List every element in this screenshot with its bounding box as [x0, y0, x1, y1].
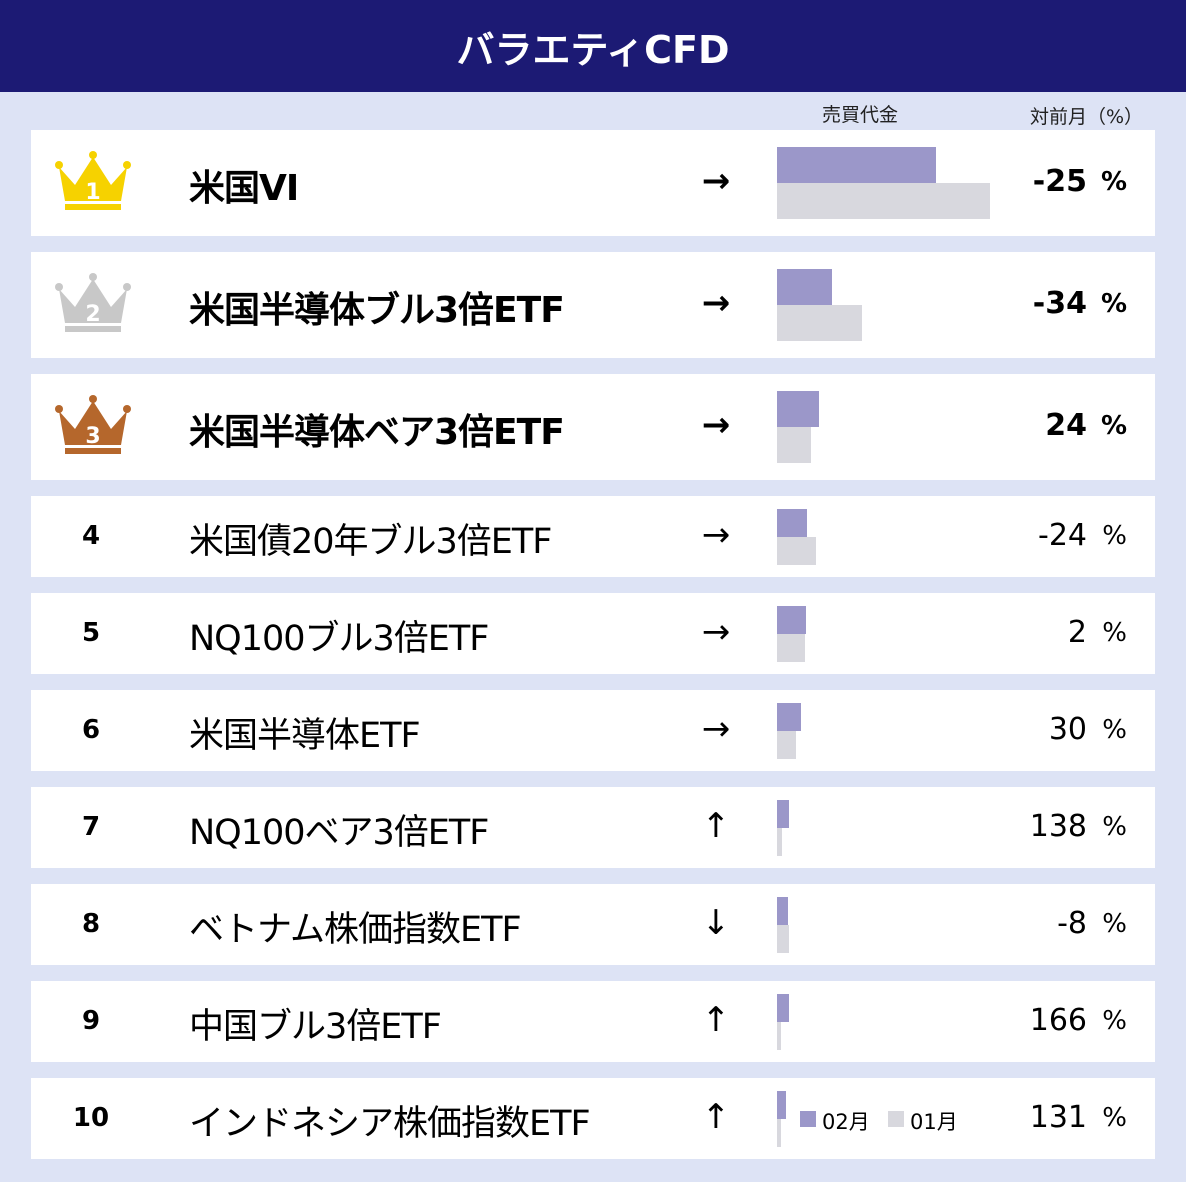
item-name: NQ100ブル3倍ETF	[189, 618, 489, 659]
ranking-row: 8 ベトナム株価指数ETF ↓ -8%	[31, 884, 1155, 965]
bar-jan	[777, 427, 812, 463]
crown-icon: 3	[55, 395, 131, 454]
ranking-row: 7 NQ100ベア3倍ETF ↑ 138%	[31, 787, 1155, 868]
item-name: 米国半導体ETF	[189, 715, 421, 756]
rank: 2	[85, 302, 100, 327]
rank: 3	[85, 424, 100, 449]
rank: 7	[81, 811, 101, 842]
crown-icon: 2	[55, 273, 131, 332]
bar-jan	[777, 924, 789, 953]
legend-label: 01月	[910, 1109, 958, 1134]
bar-jan	[777, 1021, 782, 1050]
item-name: インドネシア株価指数ETF	[189, 1103, 591, 1144]
item-name: NQ100ベア3倍ETF	[189, 812, 489, 853]
bar-jan	[777, 536, 816, 565]
percent-sign: %	[1102, 811, 1127, 842]
trend-arrow: ↑	[701, 999, 731, 1040]
percent-sign: %	[1102, 908, 1127, 939]
trend-arrow: →	[701, 611, 731, 652]
percent-sign: %	[1102, 617, 1127, 648]
trend-arrow: ↓	[701, 902, 731, 943]
legend-label: 02月	[822, 1109, 870, 1134]
trend-arrow: →	[701, 161, 731, 201]
bar-feb	[777, 993, 789, 1022]
change-value: -8	[1057, 905, 1087, 941]
ranking-row: 5 NQ100ブル3倍ETF → 2%	[31, 593, 1155, 674]
bar-jan	[777, 1118, 782, 1147]
change-value: -24	[1038, 517, 1087, 553]
trend-arrow: →	[701, 283, 731, 323]
bar-feb	[777, 702, 802, 731]
item-name: 中国ブル3倍ETF	[189, 1006, 442, 1047]
header-title: バラエティCFD	[0, 0, 1186, 92]
ranking-row: 4 米国債20年ブル3倍ETF → -24%	[31, 496, 1155, 577]
ranking-row: 1 米国VI → -25%	[31, 130, 1155, 236]
change-value: 30	[1048, 711, 1087, 747]
change-value: 131	[1029, 1099, 1087, 1135]
column-header: 対前月（%）	[1030, 106, 1144, 128]
item-name: ベトナム株価指数ETF	[189, 909, 522, 950]
rank: 10	[72, 1102, 110, 1133]
ranking-row: 10 インドネシア株価指数ETF ↑ 131% 02月 01月	[31, 1078, 1155, 1159]
percent-sign: %	[1100, 289, 1127, 319]
bar-feb	[777, 391, 819, 427]
bar-jan	[777, 827, 782, 856]
item-name: 米国債20年ブル3倍ETF	[189, 521, 552, 562]
change-value: -34	[1032, 286, 1087, 321]
percent-sign: %	[1102, 714, 1127, 745]
rank: 8	[81, 908, 101, 939]
change-value: 2	[1067, 614, 1087, 650]
trend-arrow: ↑	[701, 805, 731, 846]
percent-sign: %	[1100, 411, 1127, 441]
column-header: 売買代金	[822, 104, 899, 126]
trend-arrow: →	[701, 708, 731, 749]
change-value: -25	[1032, 164, 1087, 199]
rank: 9	[81, 1005, 101, 1036]
ranking-row: 2 米国半導体ブル3倍ETF → -34%	[31, 252, 1155, 358]
change-value: 24	[1045, 408, 1087, 443]
item-name: 米国VI	[189, 168, 299, 209]
trend-arrow: →	[701, 405, 731, 445]
bar-feb	[777, 896, 789, 925]
item-name: 米国半導体ブル3倍ETF	[189, 290, 565, 331]
trend-arrow: →	[701, 514, 731, 555]
ranking-row: 9 中国ブル3倍ETF ↑ 166%	[31, 981, 1155, 1062]
rank: 5	[81, 617, 101, 648]
change-value: 166	[1029, 1002, 1087, 1038]
bar-feb	[777, 1090, 786, 1119]
bar-feb	[777, 799, 789, 828]
bar-feb	[777, 508, 808, 537]
legend-swatch	[888, 1110, 904, 1127]
bar-feb	[777, 605, 806, 634]
crown-icon: 1	[55, 151, 131, 210]
change-value: 138	[1029, 808, 1087, 844]
percent-sign: %	[1100, 167, 1127, 197]
rank: 6	[81, 714, 101, 745]
bar-jan	[777, 730, 796, 759]
legend-swatch	[800, 1110, 816, 1127]
bar-jan	[777, 305, 862, 341]
percent-sign: %	[1102, 1102, 1127, 1133]
rank: 4	[81, 520, 101, 551]
rank: 1	[85, 180, 100, 205]
bar-jan	[777, 183, 990, 219]
percent-sign: %	[1102, 1005, 1127, 1036]
ranking-row: 3 米国半導体ベア3倍ETF → 24%	[31, 374, 1155, 480]
percent-sign: %	[1102, 520, 1127, 551]
bar-feb	[777, 147, 936, 183]
ranking-row: 6 米国半導体ETF → 30%	[31, 690, 1155, 771]
bar-jan	[777, 633, 805, 662]
trend-arrow: ↑	[701, 1096, 731, 1137]
bar-feb	[777, 269, 832, 305]
item-name: 米国半導体ベア3倍ETF	[189, 412, 565, 453]
